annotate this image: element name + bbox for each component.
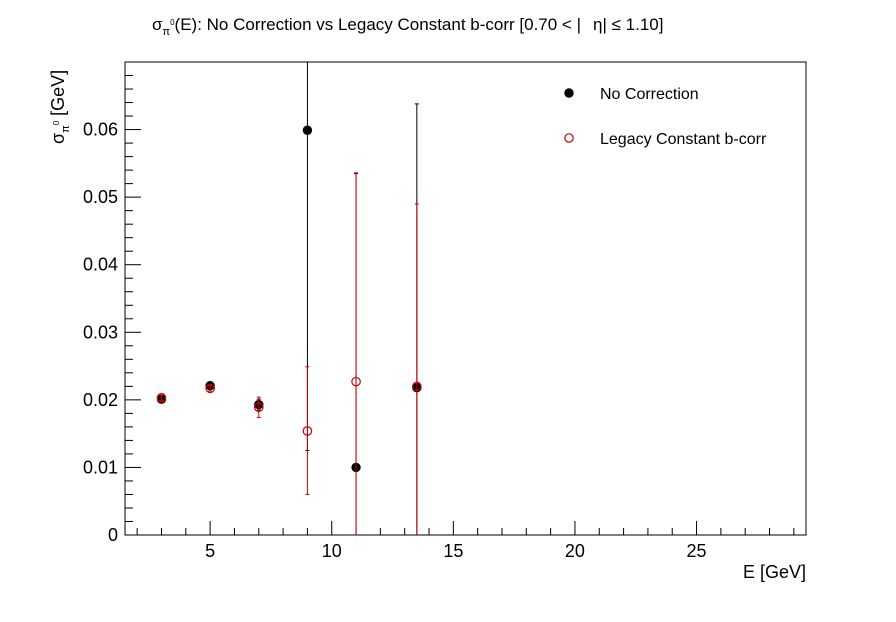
x-axis-title: E [GeV]	[743, 562, 806, 582]
y-axis-title: σπ0 [GeV]	[48, 70, 72, 144]
x-tick-label: 25	[687, 541, 707, 561]
legend-marker	[564, 133, 574, 143]
title-tail: | ≤ 1.10]	[602, 15, 663, 34]
title-main: (E): No Correction vs Legacy Constant b-…	[175, 15, 581, 34]
title-sub-pi: π	[163, 26, 171, 38]
legend-marker	[564, 88, 574, 98]
plot-frame	[124, 61, 807, 536]
title-sup-zero: 0	[170, 18, 175, 27]
x-tick-label: 20	[565, 541, 585, 561]
y-tick-label: 0.03	[83, 322, 118, 342]
y-tick-label: 0.05	[83, 187, 118, 207]
legend: No Correction Legacy Constant b-corr	[564, 86, 767, 148]
x-axis: 5 10 15 20 25	[136, 521, 795, 561]
y-tick-label: 0	[108, 525, 118, 545]
title-sigma: σ	[152, 15, 163, 34]
ylabel-sup-zero: 0	[52, 120, 61, 125]
chart-title: σπ0(E): No Correction vs Legacy Constant…	[152, 15, 663, 38]
y-tick-label: 0.06	[83, 120, 118, 140]
series-legacy-constant-b-corr	[156, 172, 422, 535]
legend-item: No Correction	[564, 86, 699, 103]
data-point	[412, 381, 422, 392]
data-point	[205, 383, 215, 394]
title-eta: η	[593, 15, 602, 34]
data-point	[302, 125, 313, 135]
ylabel-sigma: σ	[48, 133, 68, 144]
legend-label: Legacy Constant b-corr	[600, 131, 767, 148]
x-tick-label: 10	[322, 541, 342, 561]
data-point	[156, 393, 167, 403]
ylabel-unit: [GeV]	[48, 70, 68, 121]
y-tick-label: 0.01	[83, 457, 118, 477]
data-point	[351, 376, 361, 387]
ylabel-sub-pi: π	[60, 125, 72, 133]
x-tick-label: 15	[443, 541, 463, 561]
legend-item: Legacy Constant b-corr	[564, 131, 767, 148]
series-layer	[156, 62, 422, 535]
y-axis: 0 0.01 0.02 0.03 0.04 0.05 0.06	[83, 75, 141, 545]
data-point	[302, 426, 313, 436]
data-point	[253, 402, 264, 413]
legend-label: No Correction	[600, 86, 699, 103]
x-tick-label: 5	[205, 541, 215, 561]
y-tick-label: 0.04	[83, 255, 118, 275]
series-no-correction	[156, 62, 422, 535]
y-tick-label: 0.02	[83, 390, 118, 410]
